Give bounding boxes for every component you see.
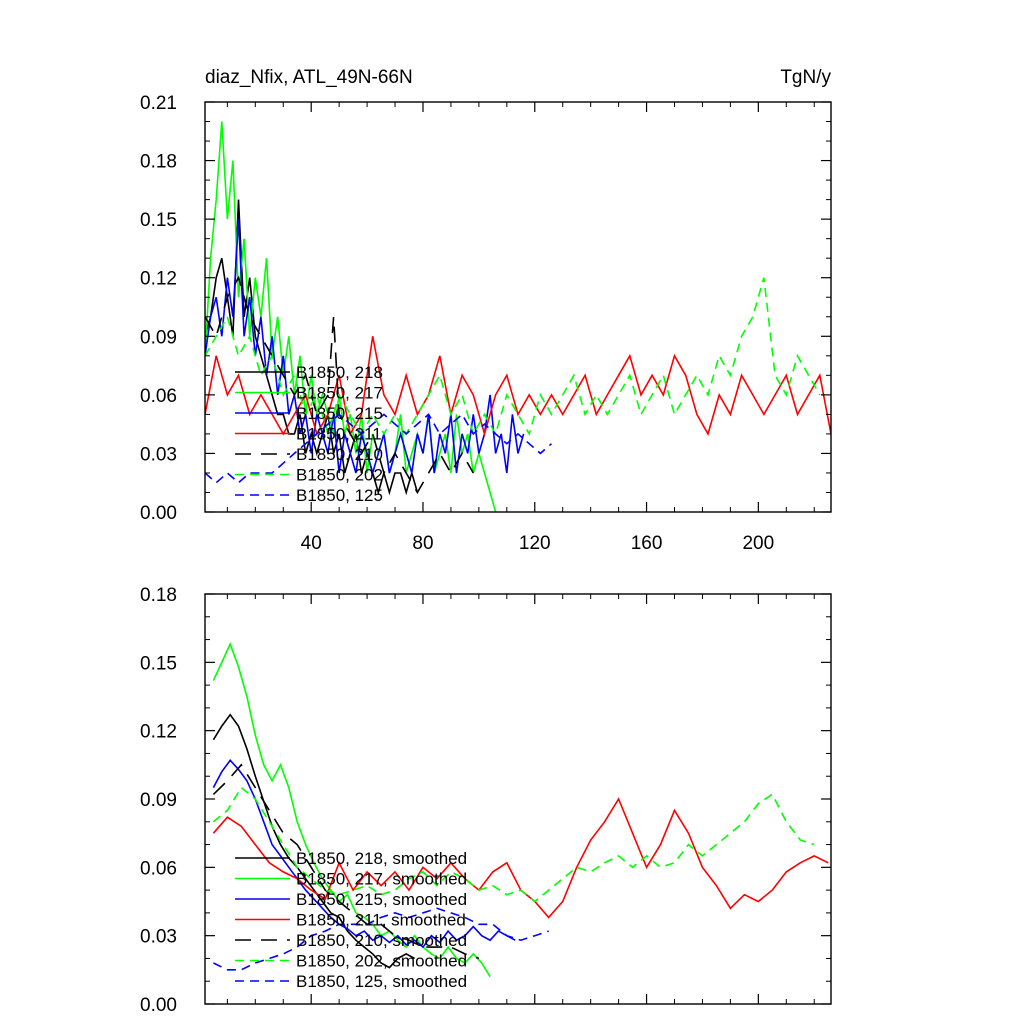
plot-frame [204,101,832,513]
series-line-7 [213,907,549,971]
y-tick-label: 0.00 [140,503,177,524]
y-tick-label: 0.18 [140,585,177,606]
top-panel: 0.00 0.03 0.06 0.09 0.12 0.15 0.18 0.21 40 80 120 1… [140,67,832,554]
legend-entry-4: B1850, 211 [296,425,382,444]
series-line-1 [205,199,419,496]
series-line-3 [212,759,516,949]
x-tick-label: 160 [631,533,663,554]
series-line-5 [212,763,480,960]
legend-entry-7: B1850, 125 [296,486,383,505]
units-label: TgN/y [780,67,831,88]
bottom-panel: 0.00 0.03 0.06 0.09 0.12 0.15 0.18 B1850, 218, … [140,585,832,1016]
legend-entry-6: B1850, 202, smoothed [296,952,467,971]
series-line-5 [205,275,474,495]
y-tick-label: 0.15 [140,653,177,674]
series-line-1 [212,713,415,969]
legend-entry-1: B1850, 218, smoothed [296,849,467,868]
legend-entry-5: B1850, 210 [296,445,383,464]
y-tick-label: 0.03 [140,927,177,948]
series-line-2 [205,121,497,512]
series-line-3 [205,219,525,476]
legend-entry-7: B1850, 125, smoothed [296,972,467,991]
x-tick-label: 120 [519,533,551,554]
series-line-2 [212,642,491,978]
series-line-6 [212,786,815,903]
legend-entry-3: B1850, 215 [296,404,383,423]
y-tick-label: 0.03 [140,444,177,465]
legend-entry-6: B1850, 202 [296,466,383,485]
series-line-7 [205,413,553,484]
legend-entry-3: B1850, 215, smoothed [296,890,467,909]
y-tick-label: 0.21 [140,93,177,114]
series-line-6 [205,277,821,437]
y-tick-label: 0.06 [140,386,177,407]
legend-entry-4: B1850, 211, smoothed [296,911,466,930]
legend-entry-1: B1850, 218 [296,363,383,382]
y-tick-label: 0.18 [140,152,177,173]
chart-title: diaz_Nfix, ATL_49N-66N [205,67,413,88]
y-tick-label: 0.12 [140,722,177,743]
y-tick-label: 0.12 [140,269,177,290]
legend-entry-2: B1850, 217 [296,384,383,403]
y-tick-label: 0.15 [140,210,177,231]
y-tick-label: 0.00 [140,995,177,1016]
y-tick-label: 0.06 [140,858,177,879]
series-line-4 [205,336,831,437]
x-tick-label: 40 [301,533,322,554]
x-tick-label: 200 [742,533,774,554]
legend-entry-5: B1850, 210, smoothed [296,931,467,950]
y-tick-label: 0.09 [140,790,177,811]
legend-entry-2: B1850, 217, smoothed [296,870,467,889]
y-tick-label: 0.09 [140,327,177,348]
x-tick-label: 80 [412,533,433,554]
